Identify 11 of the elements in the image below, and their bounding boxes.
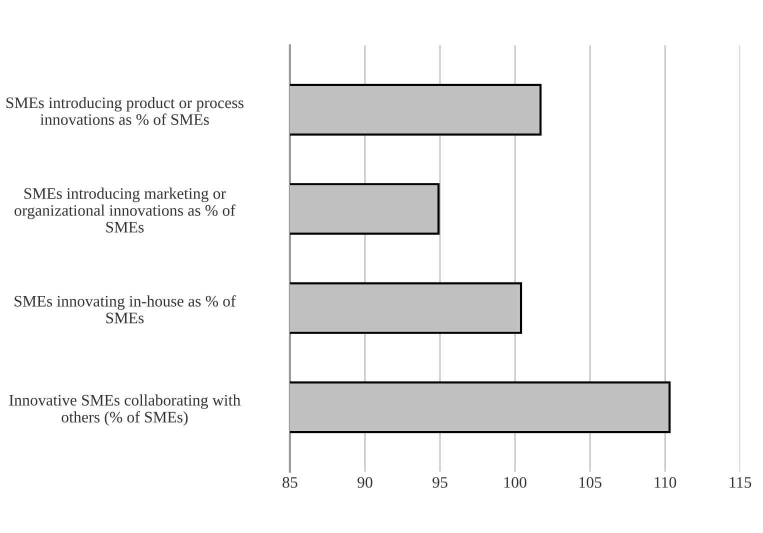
x-tick-label: 85 bbox=[282, 477, 298, 488]
x-tick-label: 105 bbox=[579, 477, 602, 488]
y-tick-label: SMEs introducing product or process innovations as % of SMEs bbox=[6, 96, 244, 125]
x-tick-label: 90 bbox=[357, 477, 372, 488]
x-tick-label: 115 bbox=[730, 477, 752, 488]
y-tick-label: Innovative SMEs collaborating with others (% of SMEs) bbox=[9, 394, 241, 426]
y-tick-label: SMEs innovating in-house as % of SMEs bbox=[14, 295, 236, 324]
x-tick-label: 100 bbox=[504, 477, 526, 488]
x-tick-label: 110 bbox=[654, 477, 676, 488]
y-tick-label: SMEs introducing marketing or organizational innovations as % of SMEs bbox=[14, 188, 236, 233]
x-tick-label: 95 bbox=[432, 477, 448, 488]
